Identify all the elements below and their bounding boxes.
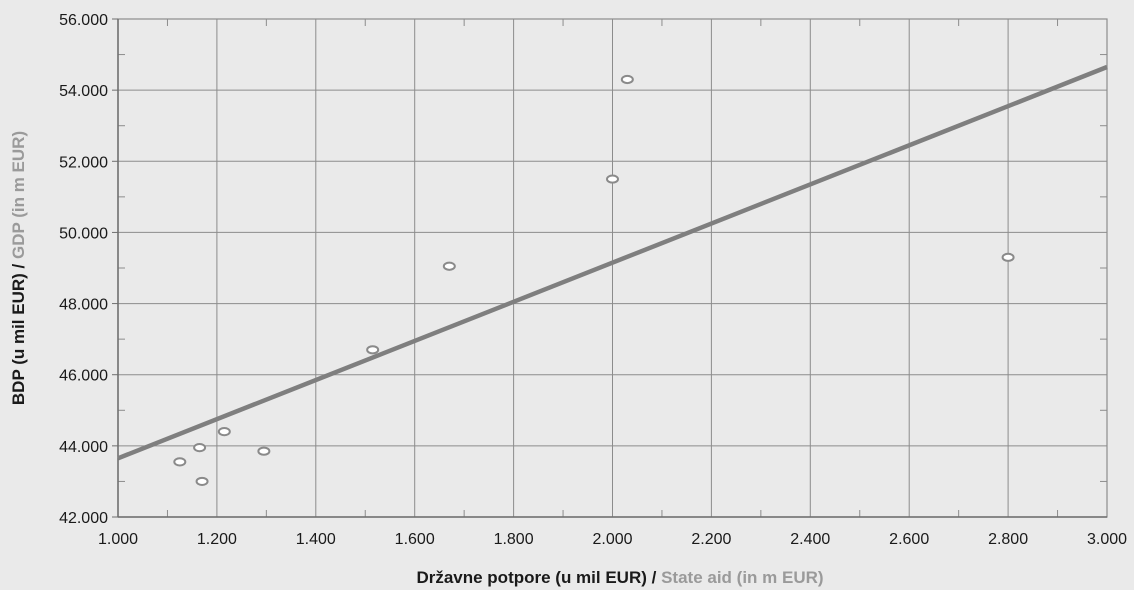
trendline: [117, 64, 1108, 461]
x-tick-label: 1.000: [98, 531, 138, 548]
y-tick-label: 48.000: [59, 297, 108, 314]
data-point: [606, 174, 619, 184]
y-axis-title-secondary: GDP (in m EUR): [9, 131, 28, 259]
x-tick-label: 1.800: [494, 531, 534, 548]
y-tick-label: 54.000: [59, 83, 108, 100]
y-tick-label: 44.000: [59, 439, 108, 456]
x-tick-label: 2.600: [889, 531, 929, 548]
y-tick-label: 42.000: [59, 510, 108, 527]
data-points: [173, 74, 1015, 487]
axes: [112, 18, 1107, 518]
y-tick-label: 52.000: [59, 154, 108, 171]
data-point: [173, 457, 187, 467]
data-point: [257, 446, 271, 456]
x-tick-label: 1.200: [197, 531, 237, 548]
x-tick-label: 1.600: [395, 531, 435, 548]
y-axis-title: BDP (u mil EUR) / GDP (in m EUR): [9, 131, 28, 405]
x-axis-title-secondary: State aid (in m EUR): [661, 568, 823, 587]
x-tick-label: 2.400: [790, 531, 830, 548]
x-tick-label: 2.000: [592, 531, 632, 548]
data-point: [366, 345, 380, 355]
data-point: [1001, 252, 1015, 262]
y-tick-label: 46.000: [59, 368, 108, 385]
x-axis-title: Državne potpore (u mil EUR) / State aid …: [416, 568, 823, 587]
y-tick-label: 50.000: [59, 225, 108, 242]
data-point: [195, 476, 209, 487]
x-tick-label: 1.400: [296, 531, 336, 548]
x-tick-label: 3.000: [1087, 531, 1127, 548]
trendline-group: [117, 64, 1108, 461]
y-axis-title-primary: BDP (u mil EUR) /: [9, 259, 28, 405]
data-point: [217, 427, 231, 437]
tick-labels: 1.000 1.200 1.400 1.600 1.800 2.000 2.200 2.400…: [59, 12, 1127, 548]
x-axis-title-primary: Državne potpore (u mil EUR) /: [416, 568, 661, 587]
data-point: [193, 443, 207, 453]
data-point: [442, 261, 456, 271]
data-point: [620, 74, 634, 85]
x-tick-label: 2.800: [988, 531, 1028, 548]
y-tick-label: 56.000: [59, 12, 108, 29]
x-tick-label: 2.200: [691, 531, 731, 548]
